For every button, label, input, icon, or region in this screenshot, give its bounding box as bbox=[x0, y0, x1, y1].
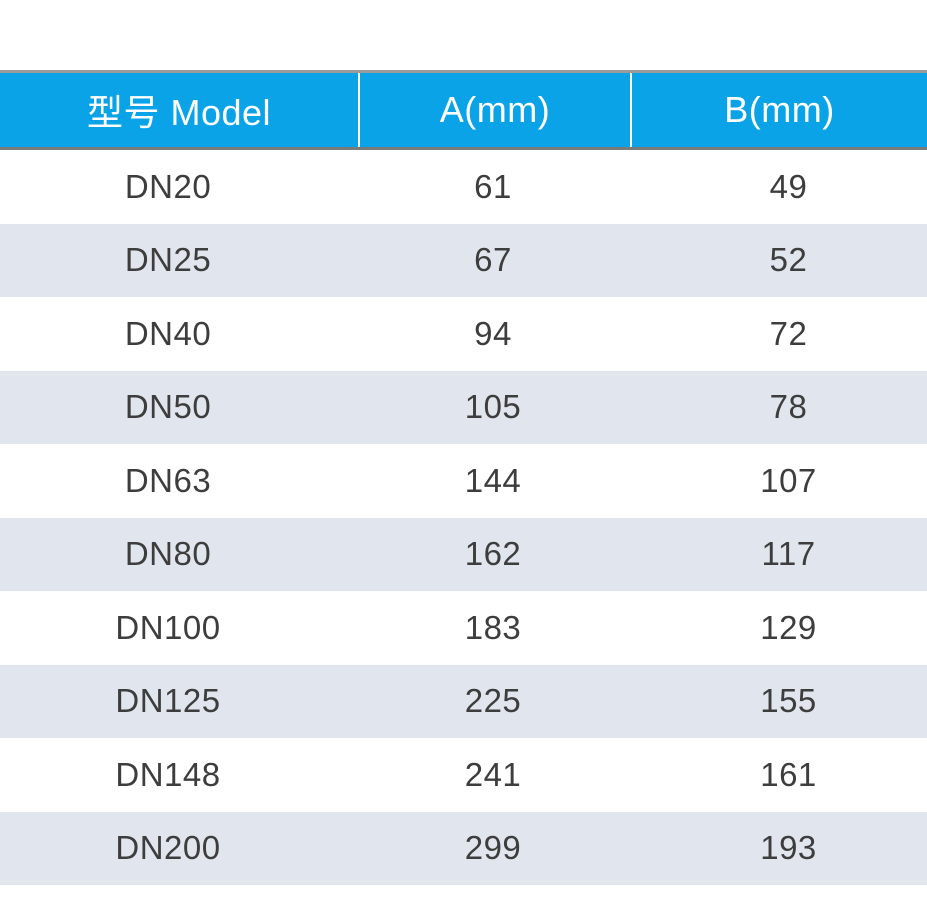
cell-a: 94 bbox=[474, 314, 512, 352]
table-row: DN50 105 78 bbox=[0, 370, 927, 444]
header-a-mm: A(mm) bbox=[358, 73, 630, 147]
cell-a: 61 bbox=[474, 167, 512, 205]
cell-model: DN100 bbox=[115, 608, 221, 646]
cell-b: 117 bbox=[761, 535, 816, 573]
cell-a: 162 bbox=[464, 535, 522, 573]
table-row: DN63 144 107 bbox=[0, 444, 927, 518]
cell-model: DN20 bbox=[124, 167, 212, 205]
cell-b: 161 bbox=[760, 755, 817, 793]
cell-model: DN200 bbox=[115, 829, 221, 867]
cell-a: 241 bbox=[464, 755, 522, 793]
cell-b: 72 bbox=[769, 314, 808, 352]
table-row: DN200 299 193 bbox=[0, 811, 927, 885]
table-header-row: 型号 Model A(mm) B(mm) bbox=[0, 70, 927, 150]
table-row: DN25 67 52 bbox=[0, 223, 927, 297]
cell-model: DN40 bbox=[124, 314, 212, 352]
cell-a: 299 bbox=[464, 829, 522, 867]
cell-a: 225 bbox=[464, 682, 522, 720]
table-row: DN100 183 129 bbox=[0, 591, 927, 665]
cell-b: 107 bbox=[760, 461, 817, 499]
cell-model: DN148 bbox=[115, 755, 221, 793]
cell-a: 105 bbox=[464, 388, 522, 426]
cell-model: DN63 bbox=[124, 461, 212, 499]
cell-model: DN80 bbox=[124, 535, 212, 573]
table-row: DN80 162 117 bbox=[0, 517, 927, 591]
cell-model: DN25 bbox=[124, 241, 212, 279]
table-row: DN20 61 49 bbox=[0, 150, 927, 224]
cell-a: 67 bbox=[474, 241, 512, 279]
cell-b: 129 bbox=[760, 608, 817, 646]
cell-b: 78 bbox=[769, 388, 808, 426]
cell-model: DN125 bbox=[115, 682, 221, 720]
table-row: DN40 94 72 bbox=[0, 297, 927, 371]
dimension-table: 型号 Model A(mm) B(mm) DN20 61 49 DN25 67 … bbox=[0, 70, 927, 885]
cell-a: 183 bbox=[464, 608, 522, 646]
cell-a: 144 bbox=[464, 461, 522, 499]
cell-b: 52 bbox=[769, 241, 808, 279]
table-row: DN125 225 155 bbox=[0, 664, 927, 738]
table-row: DN148 241 161 bbox=[0, 738, 927, 812]
header-b-mm: B(mm) bbox=[630, 73, 927, 147]
cell-model: DN50 bbox=[124, 388, 212, 426]
cell-b: 155 bbox=[760, 682, 817, 720]
cell-b: 49 bbox=[769, 167, 808, 205]
cell-b: 193 bbox=[760, 829, 817, 867]
header-model: 型号 Model bbox=[86, 92, 272, 133]
